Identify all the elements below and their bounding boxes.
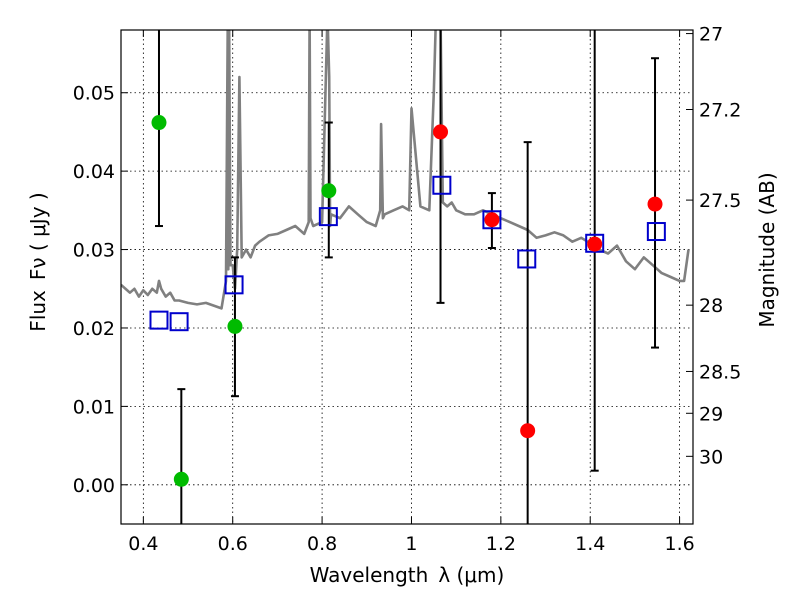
photometry-layer [151, 115, 663, 487]
x-axis-title-math: λ (μm) [438, 563, 504, 587]
mag-tick-label: 27.5 [699, 190, 741, 212]
plot-frame [120, 29, 694, 525]
hst-photometry-point [587, 236, 603, 252]
model-box-layer [149, 175, 666, 332]
model-flux-box [646, 222, 666, 242]
y-tick-label: 0.03 [73, 240, 115, 262]
template-spectrum-line [121, 30, 690, 310]
y-tick-label: 0.01 [73, 396, 115, 418]
x-tick-label: 1 [405, 533, 417, 555]
model-flux-box [517, 249, 537, 269]
mag-tick-label: 29 [699, 403, 723, 425]
y-axis-title-math: Fν ( μJy ) [26, 192, 50, 280]
x-tick-label: 1.6 [664, 533, 694, 555]
right-axis-title: Magnitude (AB) [755, 172, 779, 327]
hst-photometry-point [647, 196, 663, 212]
plot-content [121, 30, 690, 524]
y-tick-label: 0.00 [73, 475, 115, 497]
y-tick-label: 0.04 [73, 161, 115, 183]
y-axis-title: Flux Fν ( μJy ) [26, 192, 50, 331]
x-tick-label: 0.8 [307, 533, 337, 555]
y-axis-title-text: Flux [26, 290, 50, 332]
ground-photometry-point [173, 471, 189, 487]
ground-photometry-point [321, 183, 337, 199]
hst-photometry-point [433, 124, 449, 140]
mag-tick-label: 28 [699, 295, 723, 317]
x-tick-label: 1.2 [486, 533, 516, 555]
model-flux-box [585, 233, 605, 253]
plot-area [121, 30, 693, 524]
mag-tick-label: 27.2 [699, 99, 741, 121]
model-flux-box [318, 207, 338, 227]
y-tick-label: 0.05 [73, 83, 115, 105]
x-axis-title-text: Wavelength [310, 563, 429, 587]
hst-photometry-point [520, 423, 536, 439]
mag-tick-label: 28.5 [699, 361, 741, 383]
x-tick-label: 0.4 [128, 533, 158, 555]
model-flux-box [224, 275, 244, 295]
mag-tick-label: 30 [699, 446, 723, 468]
mag-tick-label: 27 [699, 24, 723, 46]
x-axis-title: Wavelength λ (μm) [310, 563, 505, 587]
axis-ticks [121, 30, 693, 524]
model-flux-box [149, 310, 169, 330]
template-layer [121, 30, 690, 310]
x-tick-label: 0.6 [218, 533, 248, 555]
ground-photometry-point [227, 318, 243, 334]
ground-photometry-point [151, 115, 167, 131]
model-flux-box [482, 210, 502, 230]
y-tick-label: 0.02 [73, 318, 115, 340]
model-flux-box [432, 175, 452, 195]
hst-photometry-point [484, 212, 500, 228]
model-flux-box [169, 312, 189, 332]
x-tick-label: 1.4 [575, 533, 605, 555]
